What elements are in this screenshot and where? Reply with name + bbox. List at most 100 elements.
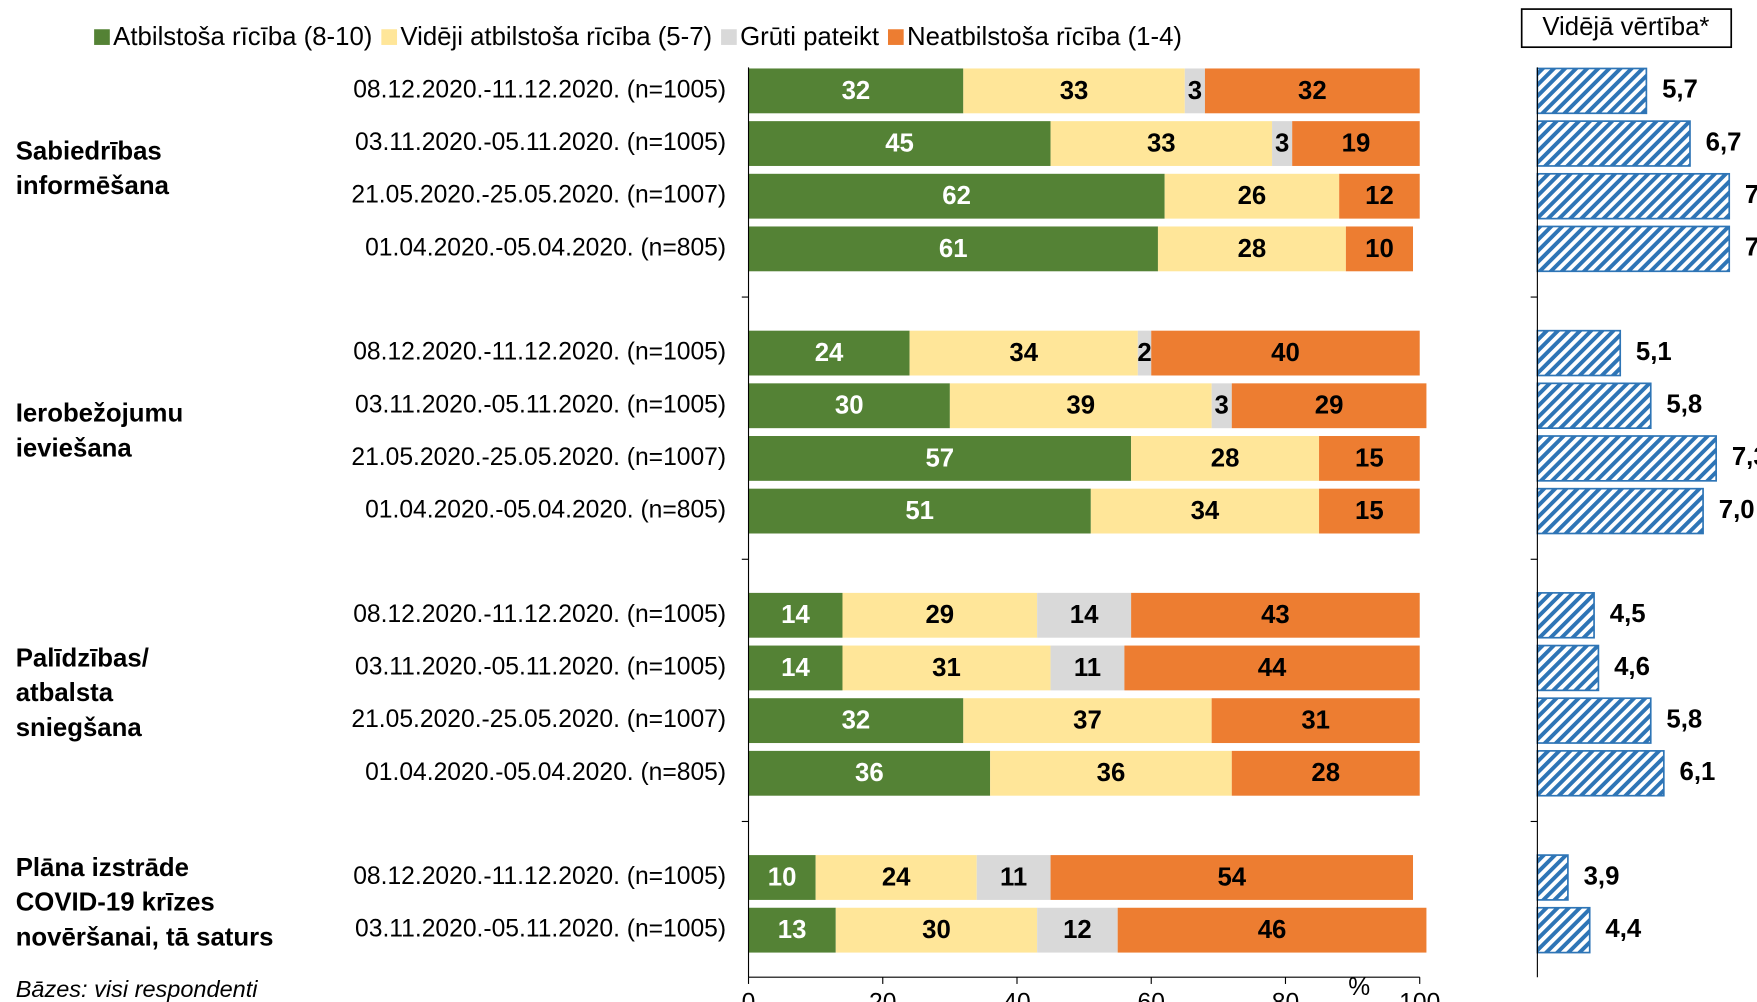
bar-segment <box>748 698 964 744</box>
bar-segment <box>1050 855 1414 900</box>
bar-segment <box>1124 645 1420 691</box>
x-tick-label: 0 <box>742 990 756 1002</box>
mean-label: 6,1 <box>1680 758 1716 786</box>
bar-segment <box>1037 907 1118 953</box>
bar-segment <box>748 645 843 691</box>
row-label: 01.04.2020.-05.04.2020. (n=805) <box>365 497 726 524</box>
bar-segment <box>1131 592 1420 638</box>
value-label: 62 <box>942 182 971 210</box>
value-label: 10 <box>1365 235 1394 263</box>
bar-segment <box>1151 330 1420 376</box>
group-label: Sabiedrības <box>16 137 162 165</box>
group-label: informēšana <box>16 172 170 200</box>
value-label: 28 <box>1211 444 1240 472</box>
mean-bar <box>1536 697 1652 744</box>
mean-label: 7,6 <box>1745 234 1757 262</box>
bar-segment <box>990 750 1232 796</box>
bar-segment <box>976 855 1051 900</box>
legend-swatch <box>887 29 904 45</box>
bar-segment <box>748 855 816 900</box>
value-label: 39 <box>1066 392 1095 420</box>
bar-segment <box>748 383 950 429</box>
group-label: sniegšana <box>16 714 143 742</box>
mean-bar <box>1536 329 1622 377</box>
value-label: 15 <box>1355 444 1384 472</box>
value-label: 3 <box>1188 77 1202 105</box>
value-label: 29 <box>1315 392 1344 420</box>
value-label: 26 <box>1238 182 1267 210</box>
group-label: atbalsta <box>16 679 114 707</box>
bar-segment <box>748 488 1091 534</box>
mean-bar <box>1536 644 1600 692</box>
row-label: 08.12.2020.-11.12.2020. (n=1005) <box>353 339 726 366</box>
mean-title: Vidējā vērtība* <box>1542 13 1709 41</box>
bar-segment <box>963 68 1185 114</box>
value-label: 36 <box>855 759 884 787</box>
mean-label: 5,8 <box>1666 391 1702 419</box>
value-label: 44 <box>1258 654 1287 682</box>
mean-label: 7,3 <box>1732 443 1757 471</box>
value-label: 12 <box>1063 916 1092 944</box>
value-label: 34 <box>1191 497 1220 525</box>
value-label: 24 <box>882 863 911 891</box>
bar-segment <box>835 907 1038 953</box>
mean-label: 7,0 <box>1719 496 1755 524</box>
row-label: 21.05.2020.-25.05.2020. (n=1007) <box>351 444 726 471</box>
legend-label: Atbilstoša rīcība (8-10) <box>113 23 372 51</box>
mean-label: 7,6 <box>1745 181 1757 209</box>
row-label: 03.11.2020.-05.11.2020. (n=1005) <box>355 916 726 943</box>
value-label: 14 <box>781 601 810 629</box>
bar-segment <box>1090 488 1320 534</box>
value-label: 2 <box>1137 339 1151 367</box>
value-label: 14 <box>1070 601 1099 629</box>
value-label: 33 <box>1147 129 1176 157</box>
bar-segment <box>1211 698 1420 744</box>
value-label: 30 <box>835 392 864 420</box>
row-label: 08.12.2020.-11.12.2020. (n=1005) <box>353 76 726 103</box>
mean-label: 5,8 <box>1666 705 1702 733</box>
bar-segment <box>963 698 1212 744</box>
mean-label: 5,1 <box>1636 338 1672 366</box>
row-label: 03.11.2020.-05.11.2020. (n=1005) <box>355 129 726 156</box>
value-label: 29 <box>925 601 954 629</box>
legend-swatch <box>94 29 110 45</box>
bar-segment <box>1164 173 1340 219</box>
bar-segment <box>909 330 1138 376</box>
row-label: 01.04.2020.-05.04.2020. (n=805) <box>365 234 726 261</box>
bar-segment <box>1184 68 1205 114</box>
x-tick-label: 80 <box>1272 990 1299 1002</box>
bar-segment <box>842 592 1038 638</box>
mean-label: 6,7 <box>1706 128 1742 156</box>
group-label: novēršanai, tā saturs <box>16 923 274 951</box>
mean-bar <box>1536 225 1731 273</box>
bar-segment <box>748 750 991 796</box>
legend-label: Neatbilstoša rīcība (1-4) <box>907 23 1182 51</box>
bar-segment <box>748 436 1132 481</box>
value-label: 36 <box>1097 759 1126 787</box>
x-tick-label: 60 <box>1138 990 1165 1002</box>
value-label: 15 <box>1355 497 1384 525</box>
bar-segment <box>1157 226 1346 272</box>
bar-segment <box>748 226 1158 272</box>
row-label: 03.11.2020.-05.11.2020. (n=1005) <box>355 653 726 680</box>
value-label: 11 <box>1000 863 1027 891</box>
bar-segment <box>1339 173 1420 219</box>
value-label: 40 <box>1271 339 1300 367</box>
x-tick-label: 100 <box>1399 990 1440 1002</box>
value-label: 32 <box>1298 77 1327 105</box>
mean-bar <box>1536 906 1591 954</box>
bar-segment <box>949 383 1212 429</box>
bar-segment <box>1037 592 1132 638</box>
bar-segment <box>1319 488 1420 534</box>
mean-label: 5,7 <box>1662 76 1698 104</box>
bar-segment <box>1272 121 1293 166</box>
value-label: 31 <box>932 654 961 682</box>
mean-bar <box>1536 854 1569 901</box>
value-label: 28 <box>1238 235 1267 263</box>
value-label: 3 <box>1215 392 1229 420</box>
value-label: 24 <box>815 339 844 367</box>
bar-segment <box>1211 383 1232 429</box>
row-label: 21.05.2020.-25.05.2020. (n=1007) <box>351 182 726 209</box>
mean-label: 3,9 <box>1584 862 1620 890</box>
